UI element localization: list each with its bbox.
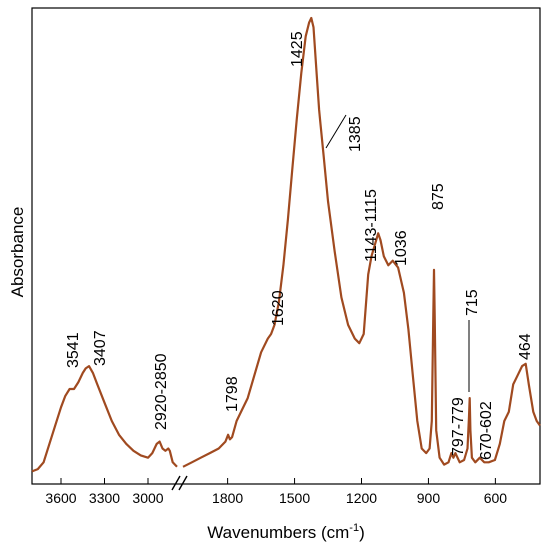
spectrum-line-high-range xyxy=(31,365,178,473)
peak-label-2920-2850: 2920-2850 xyxy=(153,353,170,430)
peak-label-715: 715 xyxy=(464,289,481,316)
x-tick-label-900: 900 xyxy=(417,490,441,506)
peak-label-670-602: 670-602 xyxy=(478,401,495,460)
peak-label-1036: 1036 xyxy=(393,230,410,266)
leader-line-1385 xyxy=(325,114,347,149)
x-axis-title: Wavenumbers (cm-1) xyxy=(207,522,364,542)
peak-label-1798: 1798 xyxy=(224,376,241,412)
x-tick-label-1500: 1500 xyxy=(279,490,310,506)
y-axis-title: Absorbance xyxy=(8,207,27,298)
peak-label-797-779: 797-779 xyxy=(450,397,467,456)
x-axis-tick-labels: 3600 3300 3000 1800 1500 1200 900 600 xyxy=(45,490,507,506)
axis-break-marker xyxy=(171,475,188,491)
x-tick-label-3000: 3000 xyxy=(132,490,163,506)
x-tick-label-3600: 3600 xyxy=(45,490,76,506)
x-axis-ticks xyxy=(60,478,496,484)
peak-label-1620: 1620 xyxy=(270,290,287,326)
peak-label-1143-1115: 1143-1115 xyxy=(363,189,380,262)
plot-frame xyxy=(31,7,541,485)
x-tick-label-1200: 1200 xyxy=(346,490,377,506)
spectrum-line-low-range xyxy=(182,16,541,468)
peak-label-3407: 3407 xyxy=(92,330,109,366)
peak-label-875: 875 xyxy=(430,183,447,210)
x-tick-label-600: 600 xyxy=(484,490,508,506)
peak-annotations: 3541 3407 2920-2850 1798 1620 1425 1385 1143-11… xyxy=(65,31,534,460)
x-tick-label-3300: 3300 xyxy=(89,490,120,506)
peak-label-464: 464 xyxy=(517,333,534,360)
peak-label-1425: 1425 xyxy=(289,31,306,67)
x-tick-label-1800: 1800 xyxy=(212,490,243,506)
peak-label-1385: 1385 xyxy=(347,116,364,152)
peak-label-3541: 3541 xyxy=(65,332,82,368)
